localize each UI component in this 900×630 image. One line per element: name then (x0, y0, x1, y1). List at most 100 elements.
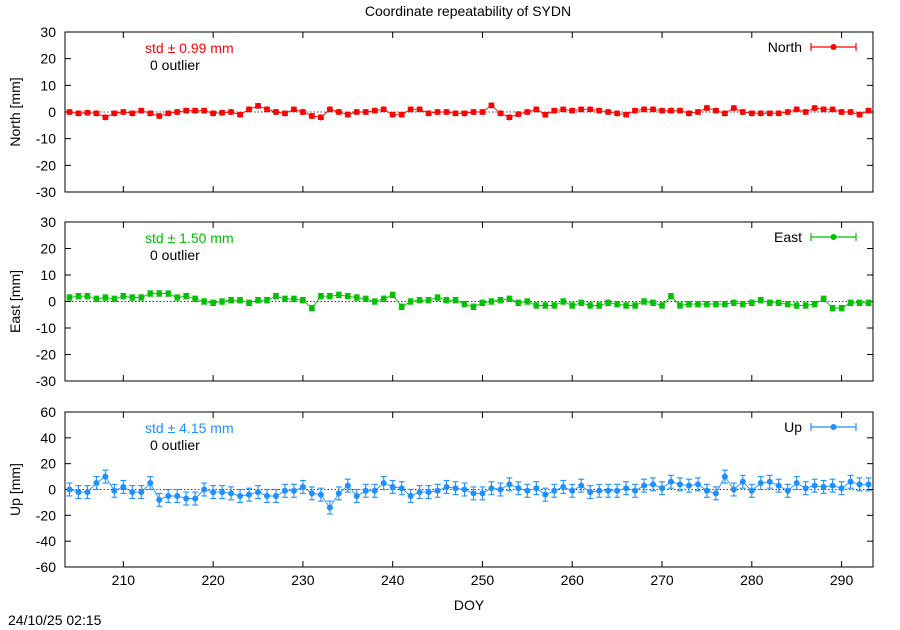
east-ytick-label: 30 (40, 214, 56, 230)
north-data-point (479, 109, 486, 115)
north-data-point (533, 106, 540, 113)
north-data-point (192, 107, 199, 114)
up-data-point (757, 480, 764, 487)
east-data-point (398, 303, 405, 310)
east-data-point (201, 298, 208, 305)
north-data-point (371, 107, 378, 114)
up-data-point (299, 483, 306, 490)
north-data-point (362, 109, 369, 115)
north-data-point (416, 106, 423, 113)
east-data-point (299, 297, 306, 304)
north-data-point (551, 107, 558, 114)
up-data-point (533, 485, 540, 492)
east-data-point (560, 298, 567, 305)
up-ytick-label: 0 (48, 482, 56, 498)
north-data-point (120, 109, 127, 115)
north-data-point (228, 109, 235, 115)
east-data-point (542, 302, 549, 309)
east-data-point (650, 299, 657, 306)
east-legend-label: East (774, 229, 802, 245)
east-ytick-label: -10 (36, 320, 56, 336)
up-data-point (829, 482, 836, 489)
east-data-point (623, 302, 630, 309)
north-data-point (470, 109, 477, 115)
north-data-point (434, 109, 441, 115)
north-data-point (730, 105, 737, 111)
up-ytick-label: -40 (36, 533, 56, 549)
north-data-point (685, 110, 692, 117)
north-data-point (694, 109, 701, 115)
up-data-point (389, 483, 396, 490)
up-ytick-label: -60 (36, 559, 56, 575)
east-data-point (659, 302, 666, 309)
up-data-point (650, 481, 657, 488)
chart-title: Coordinate repeatability of SYDN (365, 3, 571, 19)
east-data-point (856, 299, 863, 306)
east-data-point (434, 294, 441, 301)
up-data-point (461, 486, 468, 493)
east-data-point (281, 295, 288, 302)
north-data-point (111, 110, 118, 117)
up-xtick-label: 250 (471, 572, 495, 588)
north-ylabel: North [mm] (7, 77, 23, 146)
up-data-point (811, 482, 818, 489)
up-ytick-label: 60 (40, 404, 56, 420)
east-data-point (219, 298, 226, 305)
north-data-point (452, 110, 459, 117)
east-data-point (147, 290, 154, 297)
east-ylabel: East [mm] (7, 270, 23, 333)
north-data-point (676, 107, 683, 114)
north-data-point (425, 110, 432, 117)
east-data-point (793, 302, 800, 309)
east-data-point (497, 297, 504, 304)
north-data-point (542, 111, 549, 118)
north-data-point (255, 102, 262, 109)
east-data-point (353, 294, 360, 301)
north-data-point (174, 109, 181, 115)
north-data-point (506, 114, 513, 121)
up-data-point (542, 491, 549, 498)
up-ylabel: Up [mm] (7, 463, 23, 516)
north-data-point (659, 107, 666, 114)
north-data-point (811, 105, 818, 111)
north-data-point (353, 109, 360, 115)
up-data-point (344, 482, 351, 489)
north-data-point (308, 113, 315, 119)
east-data-point (362, 295, 369, 302)
north-data-point (668, 107, 674, 114)
up-data-point (712, 490, 719, 497)
east-data-point (820, 295, 827, 302)
north-data-point (272, 109, 279, 115)
up-std-label: std ± 4.15 mm (145, 420, 234, 436)
east-data-point (748, 299, 755, 306)
up-data-point (192, 495, 199, 502)
east-data-point (605, 299, 612, 306)
up-data-point (775, 482, 782, 489)
up-data-point (66, 486, 73, 493)
north-data-point (766, 110, 773, 117)
north-data-point (757, 110, 764, 117)
up-xtick-label: 240 (381, 572, 405, 588)
east-data-point (712, 301, 719, 308)
east-data-point (326, 293, 333, 300)
up-xtick-label: 230 (291, 572, 315, 588)
east-data-point (703, 301, 710, 308)
up-data-point (685, 482, 692, 489)
east-std-label: std ± 1.50 mm (145, 230, 234, 246)
east-panel: -30 -20 -10 0 10 20 30 East [mm] std ± 1.50 mm0 … (7, 214, 874, 389)
east-data-point (75, 293, 82, 300)
north-data-point (246, 106, 253, 113)
east-ytick-label: -20 (36, 347, 56, 363)
north-ytick-label: 30 (40, 24, 56, 40)
up-data-point (353, 492, 360, 499)
north-legend-marker (830, 44, 837, 50)
up-data-point (246, 491, 253, 498)
east-data-point (246, 299, 253, 306)
east-data-point (596, 302, 603, 309)
north-data-point (784, 109, 791, 115)
north-data-point (578, 106, 585, 113)
north-data-point (748, 110, 755, 117)
east-data-point (416, 297, 423, 304)
east-data-point (66, 294, 73, 301)
